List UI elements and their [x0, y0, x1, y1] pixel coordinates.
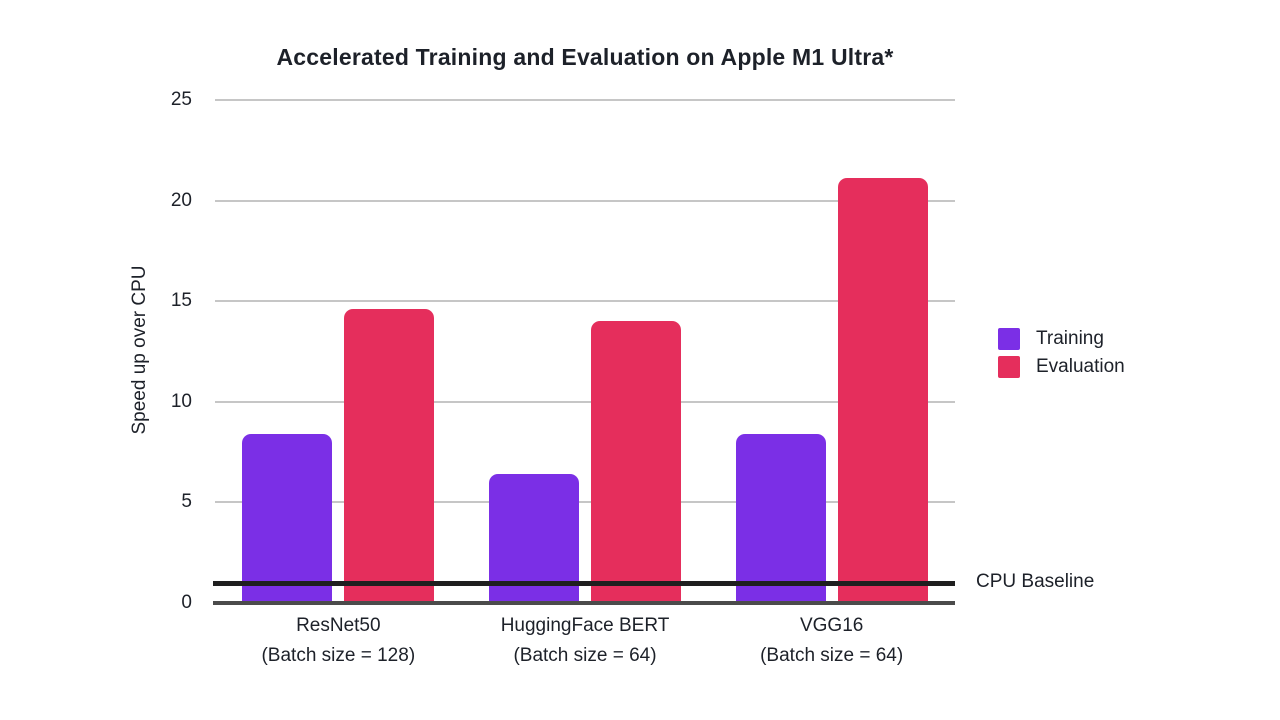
legend-swatch-training	[998, 328, 1020, 350]
y-tick-label-20: 20	[170, 189, 192, 211]
category-name: ResNet50	[296, 615, 381, 636]
gridline-y-15	[215, 300, 955, 303]
legend-label-evaluation: Evaluation	[1036, 356, 1125, 377]
x-category-label-1: ResNet50 (Batch size = 128)	[215, 611, 461, 671]
cpu-baseline-label: CPU Baseline	[976, 571, 1095, 592]
chart-title: Accelerated Training and Evaluation on A…	[276, 44, 894, 70]
category-batch-size: (Batch size = 64)	[760, 645, 904, 666]
x-category-label-3: VGG16 (Batch size = 64)	[709, 611, 955, 671]
category-batch-size: (Batch size = 64)	[513, 645, 657, 666]
y-tick-label-15: 15	[170, 290, 192, 312]
x-axis-line	[213, 601, 955, 605]
legend-label-training: Training	[1036, 328, 1104, 349]
category-name: HuggingFace BERT	[500, 615, 670, 636]
y-tick-label-10: 10	[170, 390, 192, 412]
legend-swatch-evaluation	[998, 356, 1020, 378]
bar-training-resnet50	[242, 434, 333, 605]
legend: Training Evaluation	[998, 328, 1125, 384]
category-batch-size: (Batch size = 128)	[261, 645, 416, 666]
y-tick-label-5: 5	[181, 491, 192, 513]
legend-item-evaluation: Evaluation	[998, 356, 1125, 378]
gridline-y-10	[215, 400, 955, 403]
bar-evaluation-vgg16	[837, 178, 928, 605]
category-name: VGG16	[799, 615, 864, 636]
bar-evaluation-resnet50	[344, 309, 435, 605]
gridline-y-5	[215, 501, 955, 504]
y-tick-label-25: 25	[170, 89, 192, 110]
bar-evaluation-huggingface-bert	[591, 321, 681, 605]
legend-item-training: Training	[998, 328, 1125, 350]
x-category-label-2: HuggingFace BERT (Batch size = 64)	[462, 611, 708, 671]
plot-area	[213, 99, 955, 605]
bar-training-vgg16	[735, 434, 826, 605]
cpu-baseline-line	[213, 580, 955, 586]
gridline-y-25	[215, 99, 955, 101]
gridline-y-20	[215, 199, 955, 202]
y-tick-label-0: 0	[181, 592, 192, 613]
